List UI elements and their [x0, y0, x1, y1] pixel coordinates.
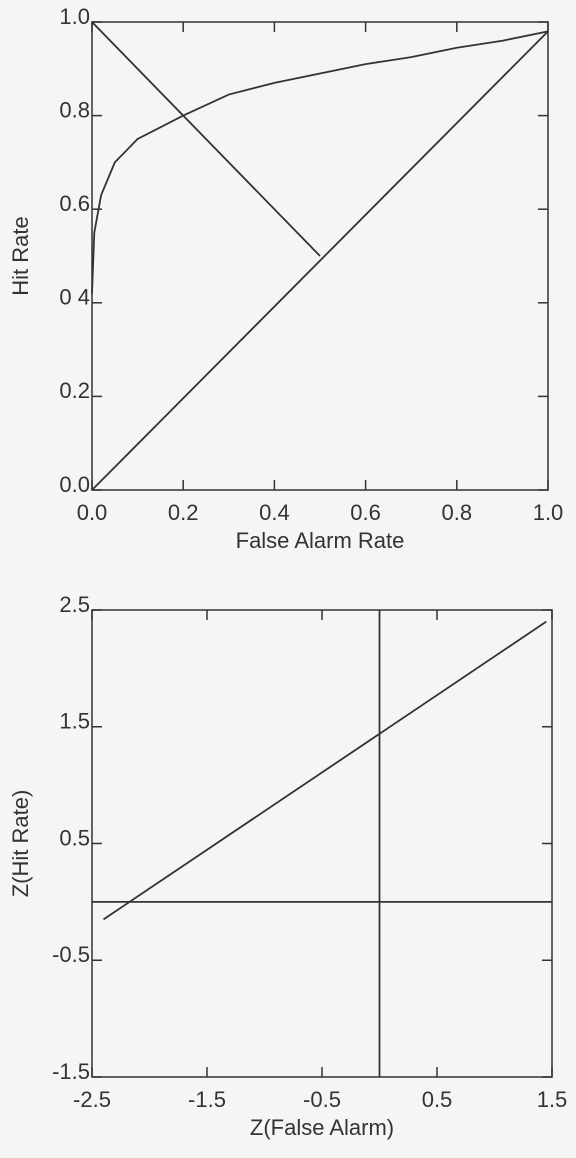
y-tick-label: 0.0: [59, 472, 90, 497]
y-axis-label: Z(Hit Rate): [8, 790, 33, 898]
y-tick-label: 0.8: [59, 97, 90, 122]
line: [91, 30, 549, 294]
y-tick-label: 1.0: [59, 4, 90, 29]
x-tick-label: 0.5: [422, 1087, 453, 1112]
y-tick-label: 0 4: [59, 285, 90, 310]
y-tick-label: 0.5: [59, 825, 90, 850]
plot-frame: [91, 21, 549, 491]
x-tick-label: -0.5: [303, 1087, 341, 1112]
y-tick-label: -0.5: [52, 942, 90, 967]
x-axis-label: False Alarm Rate: [236, 528, 405, 553]
x-tick-label: -1.5: [188, 1087, 226, 1112]
plot-frame: [91, 609, 553, 1078]
line: [91, 21, 321, 257]
x-tick-label: 0.4: [259, 500, 290, 525]
y-tick-label: 1.5: [59, 709, 90, 734]
x-tick-label: 0.8: [442, 500, 473, 525]
y-tick-label: 0.6: [59, 191, 90, 216]
line: [102, 620, 547, 921]
y-tick-label: 2.5: [59, 592, 90, 617]
x-tick-label: 0.0: [77, 500, 108, 525]
y-axis-label: Hit Rate: [8, 216, 33, 295]
x-tick-label: 1.0: [533, 500, 564, 525]
y-tick-label: -1.5: [52, 1059, 90, 1084]
x-axis-label: Z(False Alarm): [250, 1115, 394, 1140]
x-tick-label: -2.5: [73, 1087, 111, 1112]
x-tick-label: 0.2: [168, 500, 199, 525]
line: [91, 30, 549, 491]
x-tick-label: 0.6: [350, 500, 381, 525]
y-tick-label: 0.2: [59, 378, 90, 403]
x-tick-label: 1.5: [537, 1087, 568, 1112]
